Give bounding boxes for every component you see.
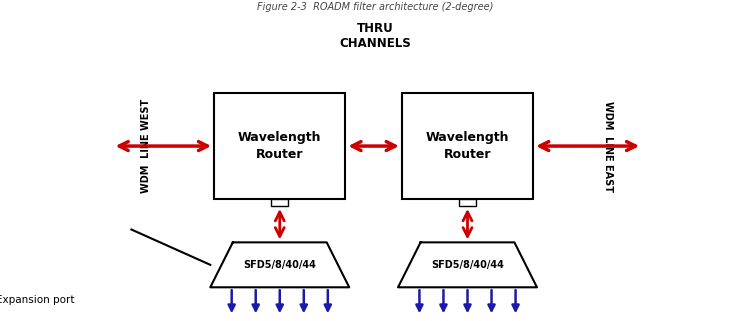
- Text: SFD5/8/40/44: SFD5/8/40/44: [431, 260, 504, 270]
- Bar: [402, 93, 533, 199]
- Text: WDM  LINE WEST: WDM LINE WEST: [141, 99, 152, 193]
- Text: THRU
CHANNELS: THRU CHANNELS: [339, 22, 412, 50]
- Bar: [271, 199, 288, 206]
- Text: Figure 2-3  ROADM filter architecture (2-degree): Figure 2-3 ROADM filter architecture (2-…: [258, 2, 493, 12]
- Text: Wavelength
Router: Wavelength Router: [426, 131, 509, 161]
- Text: WDM  LINE EAST: WDM LINE EAST: [603, 100, 614, 192]
- Polygon shape: [210, 242, 349, 287]
- Text: SFD5/8/40/44: SFD5/8/40/44: [243, 260, 316, 270]
- Bar: [460, 199, 476, 206]
- Text: Expansion port: Expansion port: [0, 295, 75, 305]
- Text: Wavelength
Router: Wavelength Router: [238, 131, 321, 161]
- Polygon shape: [398, 242, 537, 287]
- Bar: [214, 93, 345, 199]
